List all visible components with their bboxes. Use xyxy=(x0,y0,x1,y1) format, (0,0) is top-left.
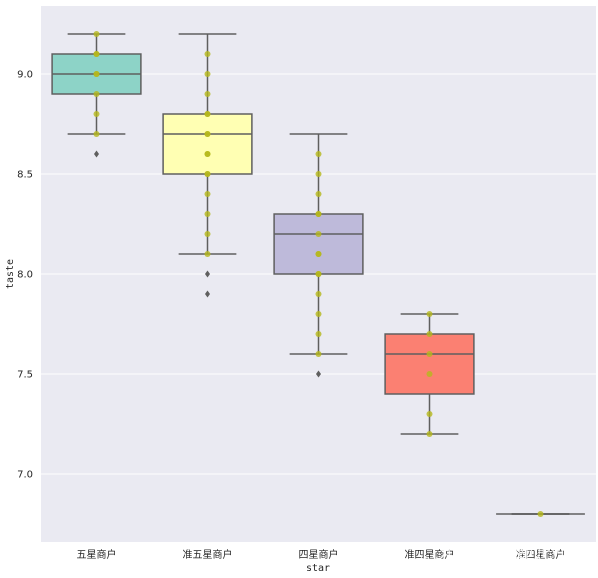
data-point xyxy=(204,131,211,137)
x-tick-labels: 五星商户 准五星商户 四星商户 准四星商户 准四星商户 xyxy=(77,548,566,561)
x-tick-label: 准五星商户 xyxy=(183,548,233,561)
data-point xyxy=(204,151,211,157)
data-point xyxy=(426,431,433,437)
data-point xyxy=(426,311,433,317)
data-point xyxy=(204,91,211,97)
watermark-zhihu: 知乎 @有趣的Python xyxy=(440,542,597,561)
data-point xyxy=(204,191,211,197)
box xyxy=(273,213,364,275)
box xyxy=(162,113,253,175)
data-point xyxy=(315,211,322,217)
data-point xyxy=(93,131,100,137)
flier-point xyxy=(94,150,99,158)
x-axis-label: star xyxy=(306,563,330,574)
data-point xyxy=(204,51,211,57)
data-point xyxy=(315,291,322,297)
data-point xyxy=(426,411,433,417)
y-axis-label: taste xyxy=(5,259,16,289)
data-point xyxy=(93,71,100,77)
x-tick-label: 五星商户 xyxy=(77,548,117,561)
data-point xyxy=(315,271,322,277)
data-point xyxy=(315,251,322,257)
data-point xyxy=(204,71,211,77)
data-point xyxy=(204,171,211,177)
data-point xyxy=(315,191,322,197)
data-point xyxy=(204,111,211,117)
data-point xyxy=(315,311,322,317)
data-point xyxy=(204,211,211,217)
data-point xyxy=(315,351,322,357)
flier-point xyxy=(205,290,210,298)
box xyxy=(384,333,475,395)
watermark-blog-url: https://blog.csdn.net/weixin_45750 xyxy=(380,556,598,571)
data-point xyxy=(426,351,433,357)
data-point xyxy=(426,371,433,377)
data-point xyxy=(315,331,322,337)
data-point xyxy=(315,231,322,237)
data-point xyxy=(204,231,211,237)
data-point xyxy=(93,31,100,37)
y-tick-label: 7.5 xyxy=(17,370,33,381)
x-tick-label: 准四星商户 xyxy=(516,548,566,561)
x-tick-label: 四星商户 xyxy=(299,548,339,561)
x-tick-label: 准四星商户 xyxy=(405,548,455,561)
y-tick-label: 7.0 xyxy=(17,470,33,481)
data-point xyxy=(204,251,211,257)
y-tick-labels: 7.0 7.5 8.0 8.5 9.0 xyxy=(17,70,33,481)
strip-points-layer xyxy=(93,31,544,517)
data-point xyxy=(93,111,100,117)
data-point xyxy=(315,171,322,177)
data-point xyxy=(426,331,433,337)
y-tick-label: 9.0 xyxy=(17,70,33,81)
flier-point xyxy=(316,370,321,378)
data-point xyxy=(315,151,322,157)
data-point xyxy=(93,91,100,97)
y-tick-label: 8.0 xyxy=(17,270,33,281)
data-point xyxy=(537,511,544,517)
data-point xyxy=(93,51,100,57)
flier-point xyxy=(205,270,210,278)
y-tick-label: 8.5 xyxy=(17,170,33,181)
